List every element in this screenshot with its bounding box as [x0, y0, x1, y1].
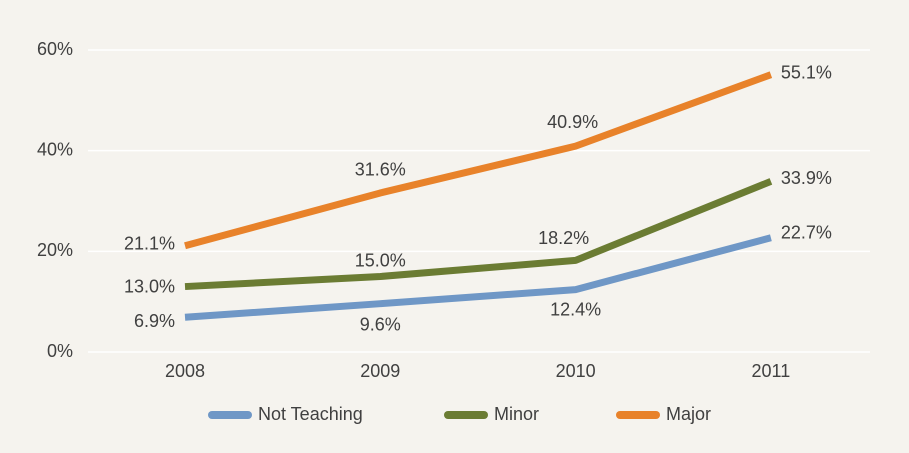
x-tick-label: 2010	[556, 361, 596, 381]
data-label: 12.4%	[550, 299, 601, 319]
data-label: 13.0%	[124, 276, 175, 296]
data-label: 55.1%	[781, 62, 832, 82]
series-line	[184, 234, 772, 321]
data-label: 31.6%	[355, 160, 406, 180]
x-tick-label: 2008	[165, 361, 205, 381]
data-label: 15.0%	[355, 250, 406, 270]
y-tick-label: 40%	[37, 139, 73, 159]
data-label: 18.2%	[538, 228, 589, 248]
y-tick-label: 20%	[37, 240, 73, 260]
data-label: 6.9%	[134, 311, 175, 331]
series-line	[184, 71, 773, 250]
series-line	[184, 178, 773, 291]
y-tick-label: 0%	[47, 341, 73, 361]
x-tick-label: 2009	[360, 361, 400, 381]
x-tick-label: 2011	[752, 361, 791, 381]
legend-label: Minor	[494, 404, 539, 424]
data-label: 22.7%	[781, 222, 832, 242]
data-label: 40.9%	[547, 112, 598, 132]
data-label: 9.6%	[360, 314, 401, 334]
data-label: 33.9%	[781, 168, 832, 188]
legend-label: Not Teaching	[258, 404, 363, 424]
data-label: 21.1%	[124, 234, 175, 254]
legend-label: Major	[666, 404, 711, 424]
y-tick-label: 60%	[37, 39, 73, 59]
